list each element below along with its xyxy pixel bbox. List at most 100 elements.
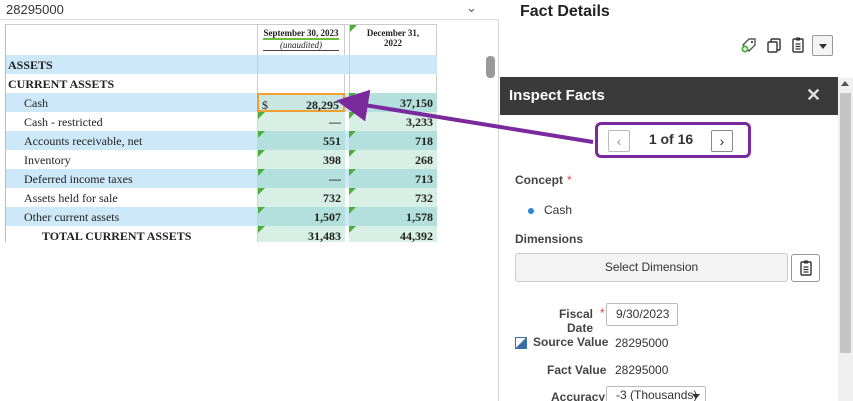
- fact-value: 732: [323, 191, 341, 205]
- tag-marker: [258, 150, 265, 157]
- tag-marker: [258, 188, 265, 195]
- fact-cell[interactable]: —: [257, 112, 345, 131]
- fact-cell[interactable]: 551: [257, 131, 345, 150]
- fact-cell[interactable]: 3,233: [349, 112, 437, 131]
- chevron-down-icon: [819, 44, 827, 49]
- fact-cell[interactable]: 732: [349, 188, 437, 207]
- scrollbar-thumb[interactable]: [840, 93, 851, 353]
- chevron-down-icon[interactable]: ⌄: [466, 0, 477, 15]
- fact-value: —: [329, 172, 341, 186]
- panel-title: Fact Details: [520, 3, 610, 20]
- fact-value: 37,150: [400, 96, 433, 110]
- tag-marker: [258, 207, 265, 214]
- more-options-dropdown[interactable]: [812, 35, 833, 56]
- fact-value: 44,392: [400, 229, 433, 242]
- table-row: Other current assets 1,507 1,578: [6, 207, 437, 226]
- chevron-down-icon: [692, 394, 700, 399]
- fact-cell[interactable]: 713: [349, 169, 437, 188]
- fact-cell[interactable]: 398: [257, 150, 345, 169]
- fact-value: 31,483: [308, 229, 341, 242]
- value-select[interactable]: 28295000 ⌄: [0, 0, 499, 20]
- copy-icon[interactable]: [765, 36, 783, 54]
- empty-cell: [257, 74, 345, 93]
- tag-marker: [349, 226, 356, 233]
- fact-cell[interactable]: 31,483: [257, 226, 345, 242]
- close-icon[interactable]: ✕: [806, 85, 822, 105]
- table-row: Inventory 398 268: [6, 150, 437, 169]
- fact-value: 398: [323, 153, 341, 167]
- concept-text: Cash: [544, 203, 573, 217]
- table-row-total: TOTAL CURRENT ASSETS 31,483 44,392: [6, 226, 437, 242]
- header-date: September 30, 2023: [263, 28, 339, 40]
- bullet-icon: [528, 207, 534, 214]
- column-header-dec-2022: December 31, 2022: [349, 25, 437, 55]
- header-year: 2022: [384, 38, 402, 48]
- empty-cell: [257, 55, 345, 74]
- fact-cell[interactable]: 1,578: [349, 207, 437, 226]
- fact-value: 713: [415, 172, 433, 186]
- fact-counter: 1 of 16: [648, 131, 694, 147]
- row-label: Other current assets: [24, 210, 120, 224]
- empty-cell: [349, 55, 437, 74]
- fact-value: 718: [415, 134, 433, 148]
- clipboard-icon[interactable]: [789, 36, 807, 54]
- inspect-scrollbar[interactable]: [838, 78, 853, 401]
- source-value-label: Source Value: [533, 335, 609, 349]
- accuracy-select[interactable]: -3 (Thousands): [606, 386, 706, 401]
- required-mark: *: [600, 306, 605, 320]
- fact-cell[interactable]: —: [257, 169, 345, 188]
- fact-cell[interactable]: 718: [349, 131, 437, 150]
- fiscal-date-text: Fiscal Date: [558, 307, 593, 335]
- next-fact-button[interactable]: ›: [711, 130, 733, 152]
- fact-pager: ‹ 1 of 16 ›: [595, 122, 751, 158]
- concept-label: Concept: [515, 173, 563, 187]
- tag-marker: [349, 188, 356, 195]
- fact-value: —: [329, 115, 341, 129]
- fact-cell[interactable]: 732: [257, 188, 345, 207]
- table-row: Cash - restricted — 3,233: [6, 112, 437, 131]
- scroll-up-icon[interactable]: [841, 81, 849, 86]
- financial-statement: September 30, 2023 (unaudited) December …: [5, 24, 437, 242]
- column-header-sep-2023: September 30, 2023 (unaudited): [257, 25, 345, 55]
- accuracy-label: Accuracy: [551, 390, 606, 401]
- inspect-facts-panel: Inspect Facts ✕ ‹ 1 of 16 › Concept * Cas…: [500, 77, 853, 401]
- document-scrollbar[interactable]: [486, 56, 495, 78]
- previous-fact-button[interactable]: ‹: [608, 130, 630, 152]
- dimensions-label: Dimensions: [515, 232, 584, 246]
- fact-cell-selected[interactable]: $ 28,295: [257, 93, 345, 112]
- row-label: Accounts receivable, net: [24, 134, 143, 148]
- tag-marker: [350, 25, 357, 32]
- fact-cell[interactable]: 44,392: [349, 226, 437, 242]
- fact-value: 551: [323, 134, 341, 148]
- tag-add-icon[interactable]: [740, 36, 758, 54]
- paste-dimension-button[interactable]: [791, 254, 820, 282]
- section-label: ASSETS: [8, 58, 53, 72]
- fact-cell[interactable]: 1,507: [257, 207, 345, 226]
- row-label: Assets held for sale: [24, 191, 118, 205]
- row-label: Inventory: [24, 153, 71, 167]
- source-value: 28295000: [615, 336, 669, 350]
- concept-value: Cash: [528, 203, 572, 217]
- row-label: Deferred income taxes: [24, 172, 133, 186]
- fact-value: 3,233: [406, 115, 433, 129]
- table-row: Deferred income taxes — 713: [6, 169, 437, 188]
- currency-symbol: $: [355, 96, 361, 110]
- currency-symbol: $: [262, 98, 268, 112]
- inspect-title: Inspect Facts: [509, 87, 605, 104]
- fiscal-date-field[interactable]: 9/30/2023: [606, 303, 678, 326]
- fact-value: 1,578: [406, 210, 433, 224]
- tag-marker: [349, 150, 356, 157]
- fact-cell[interactable]: $ 37,150: [349, 93, 437, 112]
- tag-marker: [258, 112, 265, 119]
- table-row: Assets held for sale 732 732: [6, 188, 437, 207]
- select-dimension-button[interactable]: Select Dimension: [515, 253, 788, 282]
- fact-value: 1,507: [314, 210, 341, 224]
- tag-marker: [349, 169, 356, 176]
- section-label: CURRENT ASSETS: [8, 77, 115, 91]
- fact-cell[interactable]: 268: [349, 150, 437, 169]
- document-pane: 28295000 ⌄ September 30, 2023 (unaudited…: [0, 0, 499, 401]
- table-row: Accounts receivable, net 551 718: [6, 131, 437, 150]
- header-date: December 31,: [366, 28, 420, 38]
- tag-marker: [258, 169, 265, 176]
- required-mark: *: [567, 173, 572, 187]
